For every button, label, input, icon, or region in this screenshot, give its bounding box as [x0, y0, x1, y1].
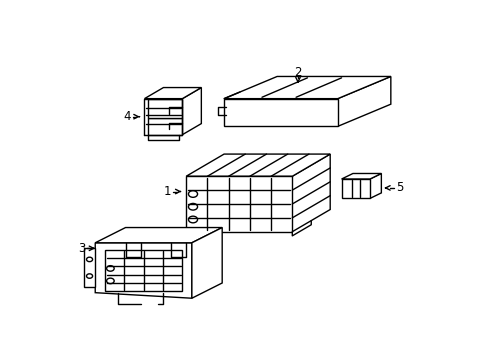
- Polygon shape: [182, 87, 201, 135]
- Polygon shape: [148, 99, 182, 118]
- Polygon shape: [369, 174, 381, 198]
- Polygon shape: [84, 248, 95, 287]
- Polygon shape: [224, 76, 390, 99]
- Text: 1: 1: [163, 185, 171, 198]
- Polygon shape: [341, 174, 381, 179]
- Polygon shape: [104, 250, 182, 291]
- Polygon shape: [148, 118, 182, 135]
- Polygon shape: [186, 154, 329, 176]
- Polygon shape: [95, 243, 191, 298]
- Text: 4: 4: [123, 110, 131, 123]
- Polygon shape: [292, 154, 329, 232]
- Text: 2: 2: [294, 66, 301, 79]
- Polygon shape: [341, 179, 369, 198]
- Polygon shape: [337, 76, 390, 126]
- Text: 3: 3: [78, 242, 85, 255]
- Polygon shape: [95, 228, 222, 243]
- Text: 5: 5: [396, 181, 403, 194]
- Polygon shape: [144, 87, 201, 99]
- Polygon shape: [191, 228, 222, 298]
- Polygon shape: [224, 99, 337, 126]
- Polygon shape: [186, 176, 292, 232]
